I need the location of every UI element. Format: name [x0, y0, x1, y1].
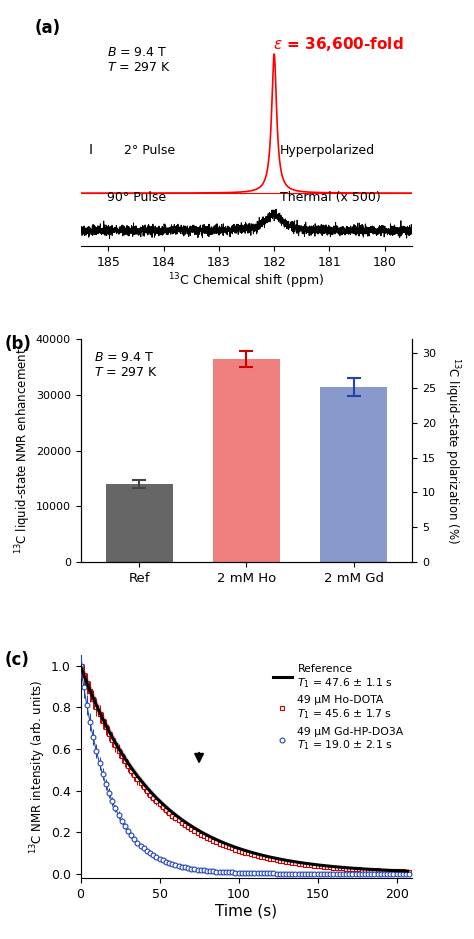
Reference
$T_1$ = 47.6 ± 1.1 s: [405, 866, 410, 877]
Text: I: I: [89, 144, 93, 158]
49 μM Ho-DOTA
$T_1$ = 45.6 ± 1.7 s: [78, 660, 83, 671]
Line: 49 μM Ho-DOTA
$T_1$ = 45.6 ± 1.7 s: 49 μM Ho-DOTA $T_1$ = 45.6 ± 1.7 s: [79, 664, 411, 873]
Text: (b): (b): [4, 335, 31, 353]
Line: Reference
$T_1$ = 47.6 ± 1.1 s: Reference $T_1$ = 47.6 ± 1.1 s: [81, 666, 408, 871]
Y-axis label: $^{13}$C liquid-state NMR enhancement: $^{13}$C liquid-state NMR enhancement: [13, 347, 33, 554]
Text: $B$ = 9.4 T
$T$ = 297 K: $B$ = 9.4 T $T$ = 297 K: [107, 46, 171, 74]
Legend: Reference
$T_1$ = 47.6 ± 1.1 s, 49 μM Ho-DOTA
$T_1$ = 45.6 ± 1.7 s, 49 μM Gd-HP-: Reference $T_1$ = 47.6 ± 1.1 s, 49 μM Ho…: [269, 661, 407, 756]
Reference
$T_1$ = 47.6 ± 1.1 s: [268, 852, 273, 863]
49 μM Gd-HP-DO3A
$T_1$ = 19.0 ± 2.1 s: [400, 869, 406, 880]
49 μM Ho-DOTA
$T_1$ = 45.6 ± 1.7 s: [122, 756, 128, 767]
Text: Thermal (x 500): Thermal (x 500): [280, 191, 381, 204]
Reference
$T_1$ = 47.6 ± 1.1 s: [359, 863, 365, 874]
Y-axis label: $^{13}$C NMR intensity (arb. units): $^{13}$C NMR intensity (arb. units): [28, 680, 48, 854]
Reference
$T_1$ = 47.6 ± 1.1 s: [286, 855, 292, 867]
Text: (c): (c): [4, 651, 29, 669]
Bar: [320, 387, 387, 562]
49 μM Gd-HP-DO3A
$T_1$ = 19.0 ± 2.1 s: [315, 868, 320, 879]
Text: Hyperpolarized: Hyperpolarized: [280, 144, 375, 157]
49 μM Ho-DOTA
$T_1$ = 45.6 ± 1.7 s: [220, 839, 226, 851]
Text: 2° Pulse: 2° Pulse: [124, 144, 175, 157]
Bar: [213, 359, 280, 562]
49 μM Gd-HP-DO3A
$T_1$ = 19.0 ± 2.1 s: [78, 660, 83, 671]
Reference
$T_1$ = 47.6 ± 1.1 s: [326, 860, 331, 871]
49 μM Ho-DOTA
$T_1$ = 45.6 ± 1.7 s: [400, 866, 406, 877]
49 μM Ho-DOTA
$T_1$ = 45.6 ± 1.7 s: [81, 670, 87, 681]
49 μM Gd-HP-DO3A
$T_1$ = 19.0 ± 2.1 s: [406, 869, 412, 880]
X-axis label: $^{13}$C Chemical shift (ppm): $^{13}$C Chemical shift (ppm): [168, 271, 325, 291]
49 μM Ho-DOTA
$T_1$ = 45.6 ± 1.7 s: [315, 860, 320, 871]
49 μM Gd-HP-DO3A
$T_1$ = 19.0 ± 2.1 s: [220, 867, 226, 878]
Reference
$T_1$ = 47.6 ± 1.1 s: [78, 660, 83, 671]
X-axis label: Time (s): Time (s): [215, 903, 278, 918]
Text: $\varepsilon$ = 36,600-fold: $\varepsilon$ = 36,600-fold: [273, 35, 404, 53]
Line: 49 μM Gd-HP-DO3A
$T_1$ = 19.0 ± 2.1 s: 49 μM Gd-HP-DO3A $T_1$ = 19.0 ± 2.1 s: [78, 664, 411, 876]
49 μM Ho-DOTA
$T_1$ = 45.6 ± 1.7 s: [406, 866, 412, 877]
Y-axis label: $^{13}$C liquid-state polarization (%): $^{13}$C liquid-state polarization (%): [442, 357, 461, 545]
49 μM Gd-HP-DO3A
$T_1$ = 19.0 ± 2.1 s: [318, 868, 324, 879]
Text: $B$ = 9.4 T
$T$ = 297 K: $B$ = 9.4 T $T$ = 297 K: [94, 350, 158, 378]
49 μM Ho-DOTA
$T_1$ = 45.6 ± 1.7 s: [318, 861, 324, 872]
49 μM Gd-HP-DO3A
$T_1$ = 19.0 ± 2.1 s: [81, 681, 87, 692]
Reference
$T_1$ = 47.6 ± 1.1 s: [276, 854, 282, 865]
Bar: [106, 485, 173, 562]
49 μM Gd-HP-DO3A
$T_1$ = 19.0 ± 2.1 s: [122, 821, 128, 832]
Reference
$T_1$ = 47.6 ± 1.1 s: [98, 709, 103, 720]
Text: 90° Pulse: 90° Pulse: [107, 191, 166, 204]
Text: (a): (a): [34, 19, 60, 37]
